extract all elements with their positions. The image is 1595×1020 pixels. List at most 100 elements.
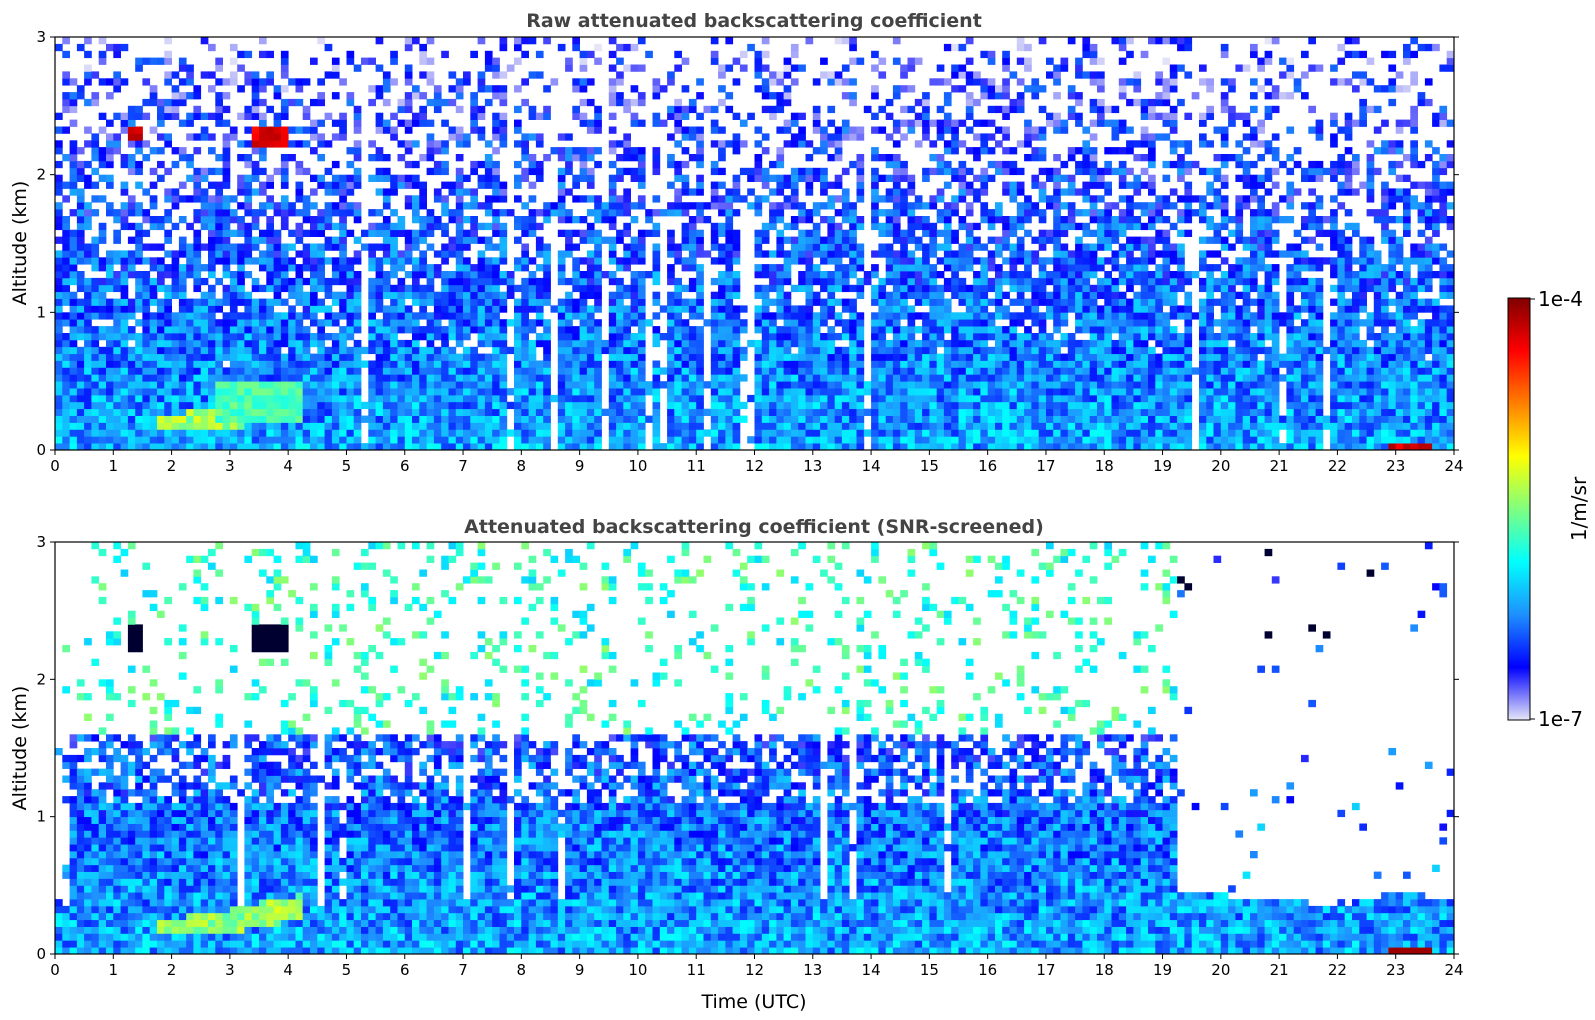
heatmap-cell <box>688 353 697 361</box>
heatmap-cell <box>280 181 289 189</box>
heatmap-cell <box>419 229 427 237</box>
heatmap-cell <box>113 85 121 93</box>
heatmap-cell <box>463 298 471 306</box>
heatmap-cell <box>186 401 194 410</box>
heatmap-cell <box>353 174 362 182</box>
heatmap-cell <box>375 415 384 423</box>
heatmap-cell <box>630 346 639 355</box>
heatmap-cell <box>863 105 872 114</box>
heatmap-cell <box>200 188 209 196</box>
heatmap-cell <box>914 436 923 444</box>
heatmap-cell <box>273 85 282 93</box>
heatmap-cell <box>339 394 347 403</box>
heatmap-cell <box>572 174 580 182</box>
heatmap-cell <box>353 154 362 162</box>
heatmap-cell <box>426 360 435 368</box>
heatmap-cell <box>200 312 209 320</box>
heatmap-cell <box>273 367 282 375</box>
heatmap-cell <box>448 271 457 279</box>
heatmap-cell <box>178 78 187 86</box>
heatmap-cell <box>718 140 726 148</box>
heatmap-cell <box>353 360 362 368</box>
heatmap-cell <box>310 264 318 272</box>
heatmap-cell <box>419 298 427 306</box>
heatmap-cell <box>331 346 340 355</box>
heatmap-cell <box>251 98 260 107</box>
heatmap-cell <box>725 312 734 320</box>
heatmap-cell <box>91 250 100 258</box>
heatmap-cell <box>565 154 573 162</box>
heatmap-cell <box>543 367 551 375</box>
heatmap-cell <box>907 429 916 437</box>
heatmap-cell <box>397 408 406 416</box>
heatmap-cell <box>543 374 551 382</box>
heatmap-cell <box>62 229 70 237</box>
heatmap-cell <box>62 195 70 203</box>
heatmap-cell <box>419 367 427 375</box>
heatmap-cell <box>557 367 566 375</box>
heatmap-cell <box>186 64 194 72</box>
heatmap-cell <box>718 319 726 327</box>
heatmap-cell <box>557 305 566 313</box>
heatmap-cell <box>776 353 785 361</box>
heatmap-cell <box>754 429 763 437</box>
heatmap-cell <box>965 339 974 348</box>
heatmap-cell <box>251 105 260 114</box>
heatmap-cell <box>390 326 398 334</box>
heatmap-cell <box>805 250 814 258</box>
heatmap-cell <box>798 443 806 451</box>
heatmap-cell <box>62 277 70 286</box>
heatmap-cell <box>375 388 384 396</box>
heatmap-cell <box>113 333 121 341</box>
heatmap-cell <box>426 291 435 299</box>
heatmap-cell <box>135 112 143 120</box>
heatmap-cell <box>208 257 216 265</box>
heatmap-cell <box>266 277 274 286</box>
heatmap-cell <box>412 374 420 382</box>
heatmap-cell <box>849 394 857 403</box>
heatmap-cell <box>958 381 967 389</box>
heatmap-cell <box>76 243 85 251</box>
heatmap-cell <box>346 181 355 189</box>
heatmap-cell <box>280 264 289 272</box>
heatmap-cell <box>579 167 588 176</box>
heatmap-cell <box>820 381 828 389</box>
heatmap-cell <box>135 140 143 148</box>
heatmap-cell <box>390 415 398 423</box>
heatmap-cell <box>361 346 369 355</box>
heatmap-cell <box>229 346 238 355</box>
heatmap-cell <box>798 236 806 244</box>
heatmap-cell <box>331 188 340 196</box>
heatmap-cell <box>164 98 172 107</box>
heatmap-cell <box>980 319 989 327</box>
heatmap-cell <box>215 188 223 196</box>
heatmap-cell <box>200 339 209 348</box>
heatmap-cell <box>856 181 865 189</box>
heatmap-cell <box>404 229 413 237</box>
heatmap-cell <box>834 333 843 341</box>
heatmap-cell <box>579 360 588 368</box>
heatmap-cell <box>302 367 311 375</box>
heatmap-cell <box>652 85 661 93</box>
heatmap-cell <box>951 333 959 341</box>
heatmap-cell <box>448 236 457 244</box>
heatmap-cell <box>616 229 624 237</box>
heatmap-cell <box>849 284 857 293</box>
heatmap-cell <box>149 339 158 348</box>
heatmap-cell <box>783 422 792 430</box>
heatmap-cell <box>892 374 901 382</box>
heatmap-cell <box>302 381 311 389</box>
heatmap-cell <box>943 222 952 231</box>
heatmap-cell <box>579 291 588 299</box>
heatmap-cell <box>696 415 704 423</box>
heatmap-cell <box>353 381 362 389</box>
heatmap-cell <box>827 298 836 306</box>
heatmap-cell <box>135 257 143 265</box>
heatmap-cell <box>601 236 610 244</box>
heatmap-cell <box>484 154 493 162</box>
heatmap-cell <box>178 181 187 189</box>
heatmap-cell <box>688 154 697 162</box>
heatmap-cell <box>914 353 923 361</box>
heatmap-cell <box>412 415 420 423</box>
heatmap-cell <box>907 277 916 286</box>
